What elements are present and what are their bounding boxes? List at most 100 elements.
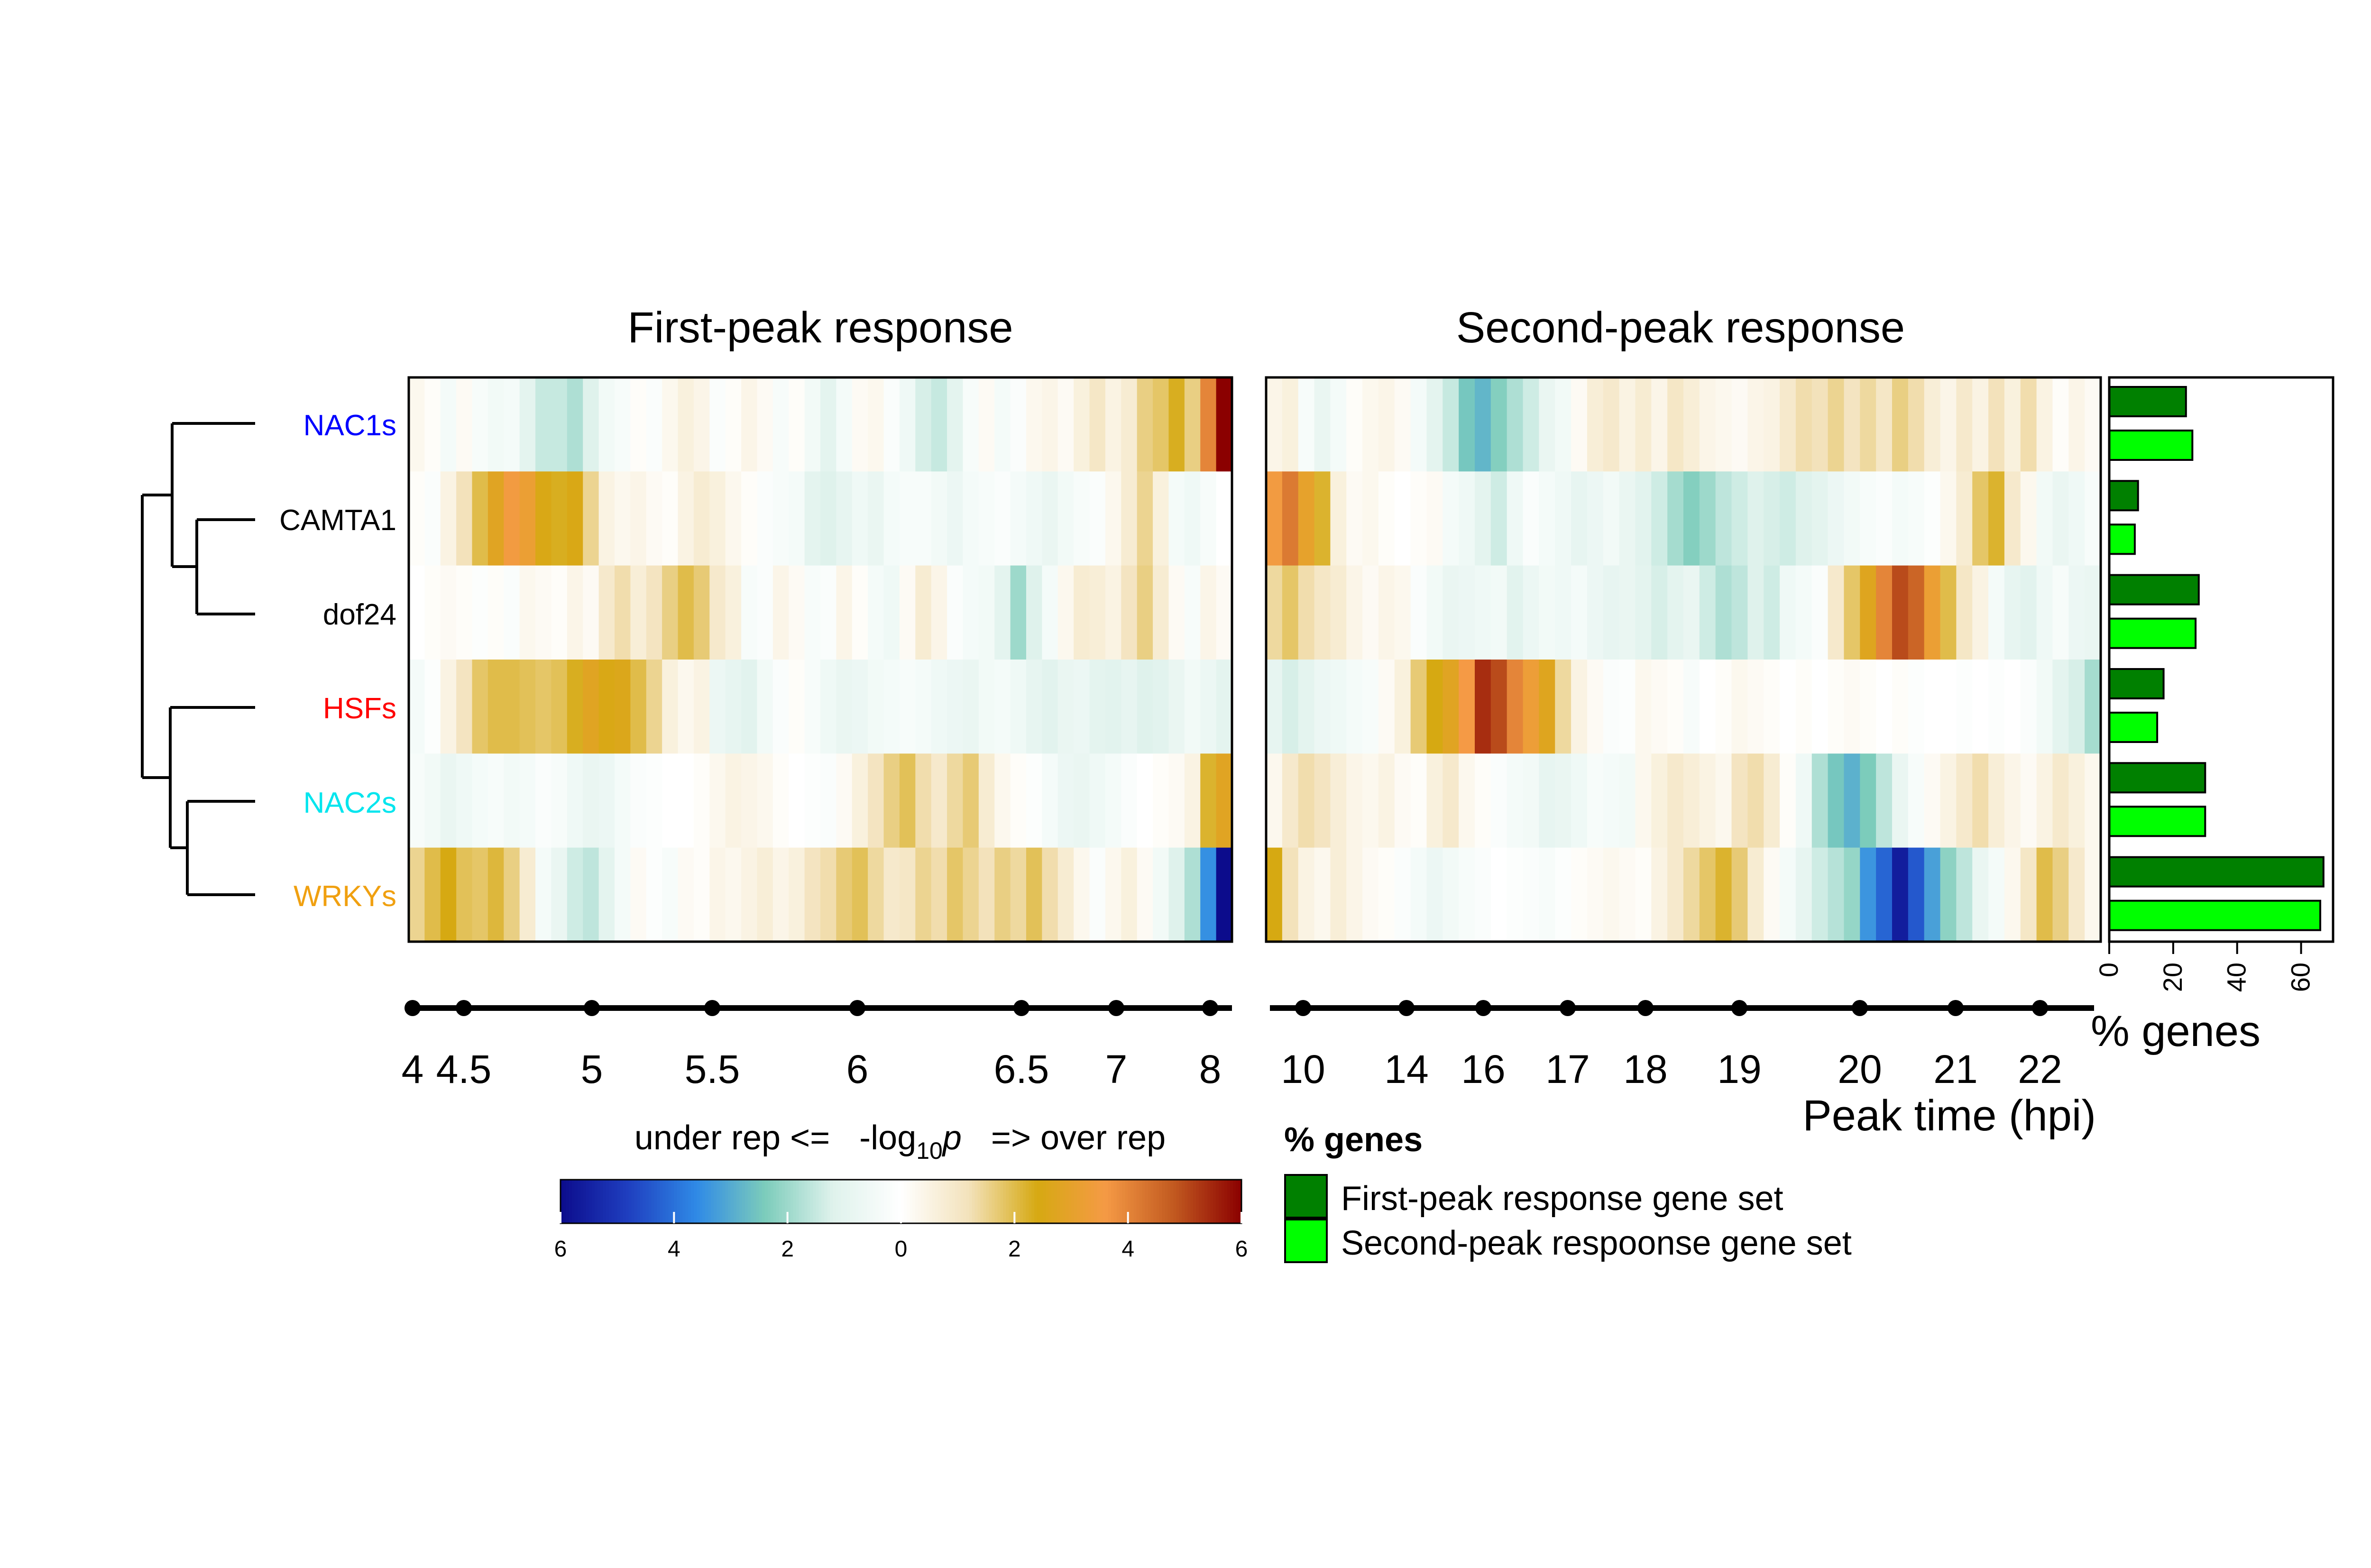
- second-peak-cell: [1715, 660, 1732, 754]
- second-peak-cell: [1747, 660, 1764, 754]
- first-peak-cell: [1074, 660, 1090, 754]
- first-peak-cell: [535, 377, 552, 472]
- first-peak-title: First-peak response: [628, 303, 1013, 352]
- first-peak-cell: [836, 377, 853, 472]
- colorbar-segment: [875, 1180, 879, 1223]
- colorbar-segment: [697, 1180, 700, 1223]
- second-time-tick-label: 22: [2018, 1047, 2062, 1091]
- first-peak-cell: [567, 847, 584, 942]
- first-time-tick-label: 5.5: [685, 1047, 740, 1091]
- first-peak-cell: [1089, 753, 1106, 848]
- first-peak-cell: [1200, 753, 1217, 848]
- colorbar-segment: [776, 1180, 780, 1223]
- second-peak-cell: [1699, 471, 1716, 566]
- colorbar-segment: [623, 1180, 626, 1223]
- first-peak-cell: [535, 471, 552, 566]
- first-peak-cell: [994, 753, 1011, 848]
- first-peak-cell: [487, 660, 505, 754]
- second-peak-cell: [1443, 471, 1459, 566]
- colorbar-segment: [566, 1180, 570, 1223]
- colorbar-segment: [733, 1180, 737, 1223]
- first-peak-cell: [741, 377, 758, 472]
- colorbar-segment: [1026, 1180, 1029, 1223]
- second-peak-cell: [1298, 565, 1315, 660]
- second-peak-cell: [2036, 847, 2053, 942]
- first-peak-cell: [662, 753, 679, 848]
- first-peak-cell: [1200, 660, 1217, 754]
- colorbar-segment: [1142, 1180, 1146, 1223]
- first-time-tick-label: 6.5: [994, 1047, 1049, 1091]
- first-peak-cell: [456, 660, 473, 754]
- colorbar-segment: [779, 1180, 782, 1223]
- first-peak-cell: [772, 847, 790, 942]
- first-peak-cell: [1057, 847, 1074, 942]
- first-peak-cell: [1216, 753, 1232, 848]
- colorbar-segment: [739, 1180, 743, 1223]
- second-peak-cell: [1908, 660, 1925, 754]
- first-peak-cell: [1105, 377, 1122, 472]
- colorbar-segment: [597, 1180, 601, 1223]
- second-peak-cell: [1699, 753, 1716, 848]
- first-peak-cell: [1137, 847, 1153, 942]
- second-peak-cell: [1410, 660, 1427, 754]
- second-peak-cell: [1571, 471, 1588, 566]
- first-peak-cell: [409, 565, 425, 660]
- colorbar-segment: [841, 1180, 845, 1223]
- second-peak-cell: [1507, 847, 1524, 942]
- first-peak-cell: [1137, 565, 1153, 660]
- second-peak-cell: [1908, 753, 1925, 848]
- colorbar-segment: [1034, 1180, 1038, 1223]
- first-peak-cell: [757, 847, 773, 942]
- second-peak-cell: [1378, 565, 1395, 660]
- colorbar-segment: [625, 1180, 629, 1223]
- first-peak-cell: [1042, 753, 1058, 848]
- first-time-tick-label: 8: [1199, 1047, 1222, 1091]
- second-peak-cell: [1555, 471, 1571, 566]
- second-peak-cell: [1651, 753, 1668, 848]
- colorbar-segment: [1051, 1180, 1055, 1223]
- second-peak-cell: [1747, 847, 1764, 942]
- colorbar-segment: [1187, 1180, 1191, 1223]
- first-peak-cell: [804, 660, 821, 754]
- second-peak-cell: [2020, 847, 2037, 942]
- colorbar-segment: [901, 1180, 904, 1223]
- first-peak-cell: [789, 377, 805, 472]
- second-peak-cell: [1571, 847, 1588, 942]
- colorbar-caption: under rep <= -log10p => over rep: [634, 1119, 1166, 1164]
- second-peak-cell: [1908, 565, 1925, 660]
- first-peak-cell: [487, 377, 505, 472]
- first-peak-cell: [836, 471, 853, 566]
- colorbar-segment: [611, 1180, 615, 1223]
- second-peak-cell: [1523, 847, 1540, 942]
- colorbar-segment: [671, 1180, 675, 1223]
- first-peak-cell: [1105, 565, 1122, 660]
- second-peak-cell: [1892, 377, 1909, 472]
- second-peak-cell: [1523, 565, 1540, 660]
- first-time-point: [704, 1000, 720, 1016]
- second-peak-cell: [1683, 660, 1700, 754]
- second-peak-cell: [2036, 471, 2053, 566]
- colorbar-segment: [1082, 1180, 1086, 1223]
- colorbar-segment: [759, 1180, 763, 1223]
- colorbar-tick-label: 4: [668, 1237, 680, 1262]
- second-peak-cell: [1940, 660, 1957, 754]
- first-peak-cell: [883, 471, 900, 566]
- bar-second-hsfs: [2108, 712, 2159, 743]
- colorbar-segment: [957, 1180, 961, 1223]
- second-peak-cell: [1282, 753, 1299, 848]
- first-peak-cell: [772, 660, 790, 754]
- first-peak-cell: [615, 565, 631, 660]
- second-peak-cell: [1715, 565, 1732, 660]
- second-time-point: [1475, 1000, 1491, 1016]
- second-peak-cell: [1346, 565, 1363, 660]
- colorbar-segment: [1088, 1180, 1092, 1223]
- colorbar-segment: [980, 1180, 984, 1223]
- second-peak-cell: [1298, 660, 1315, 754]
- second-peak-cell: [1587, 565, 1604, 660]
- first-peak-cell: [1137, 660, 1153, 754]
- second-peak-cell: [1924, 660, 1941, 754]
- first-peak-cell: [424, 660, 441, 754]
- second-peak-cell: [1988, 660, 2005, 754]
- second-peak-cell: [2085, 753, 2101, 848]
- colorbar-segment: [617, 1180, 621, 1223]
